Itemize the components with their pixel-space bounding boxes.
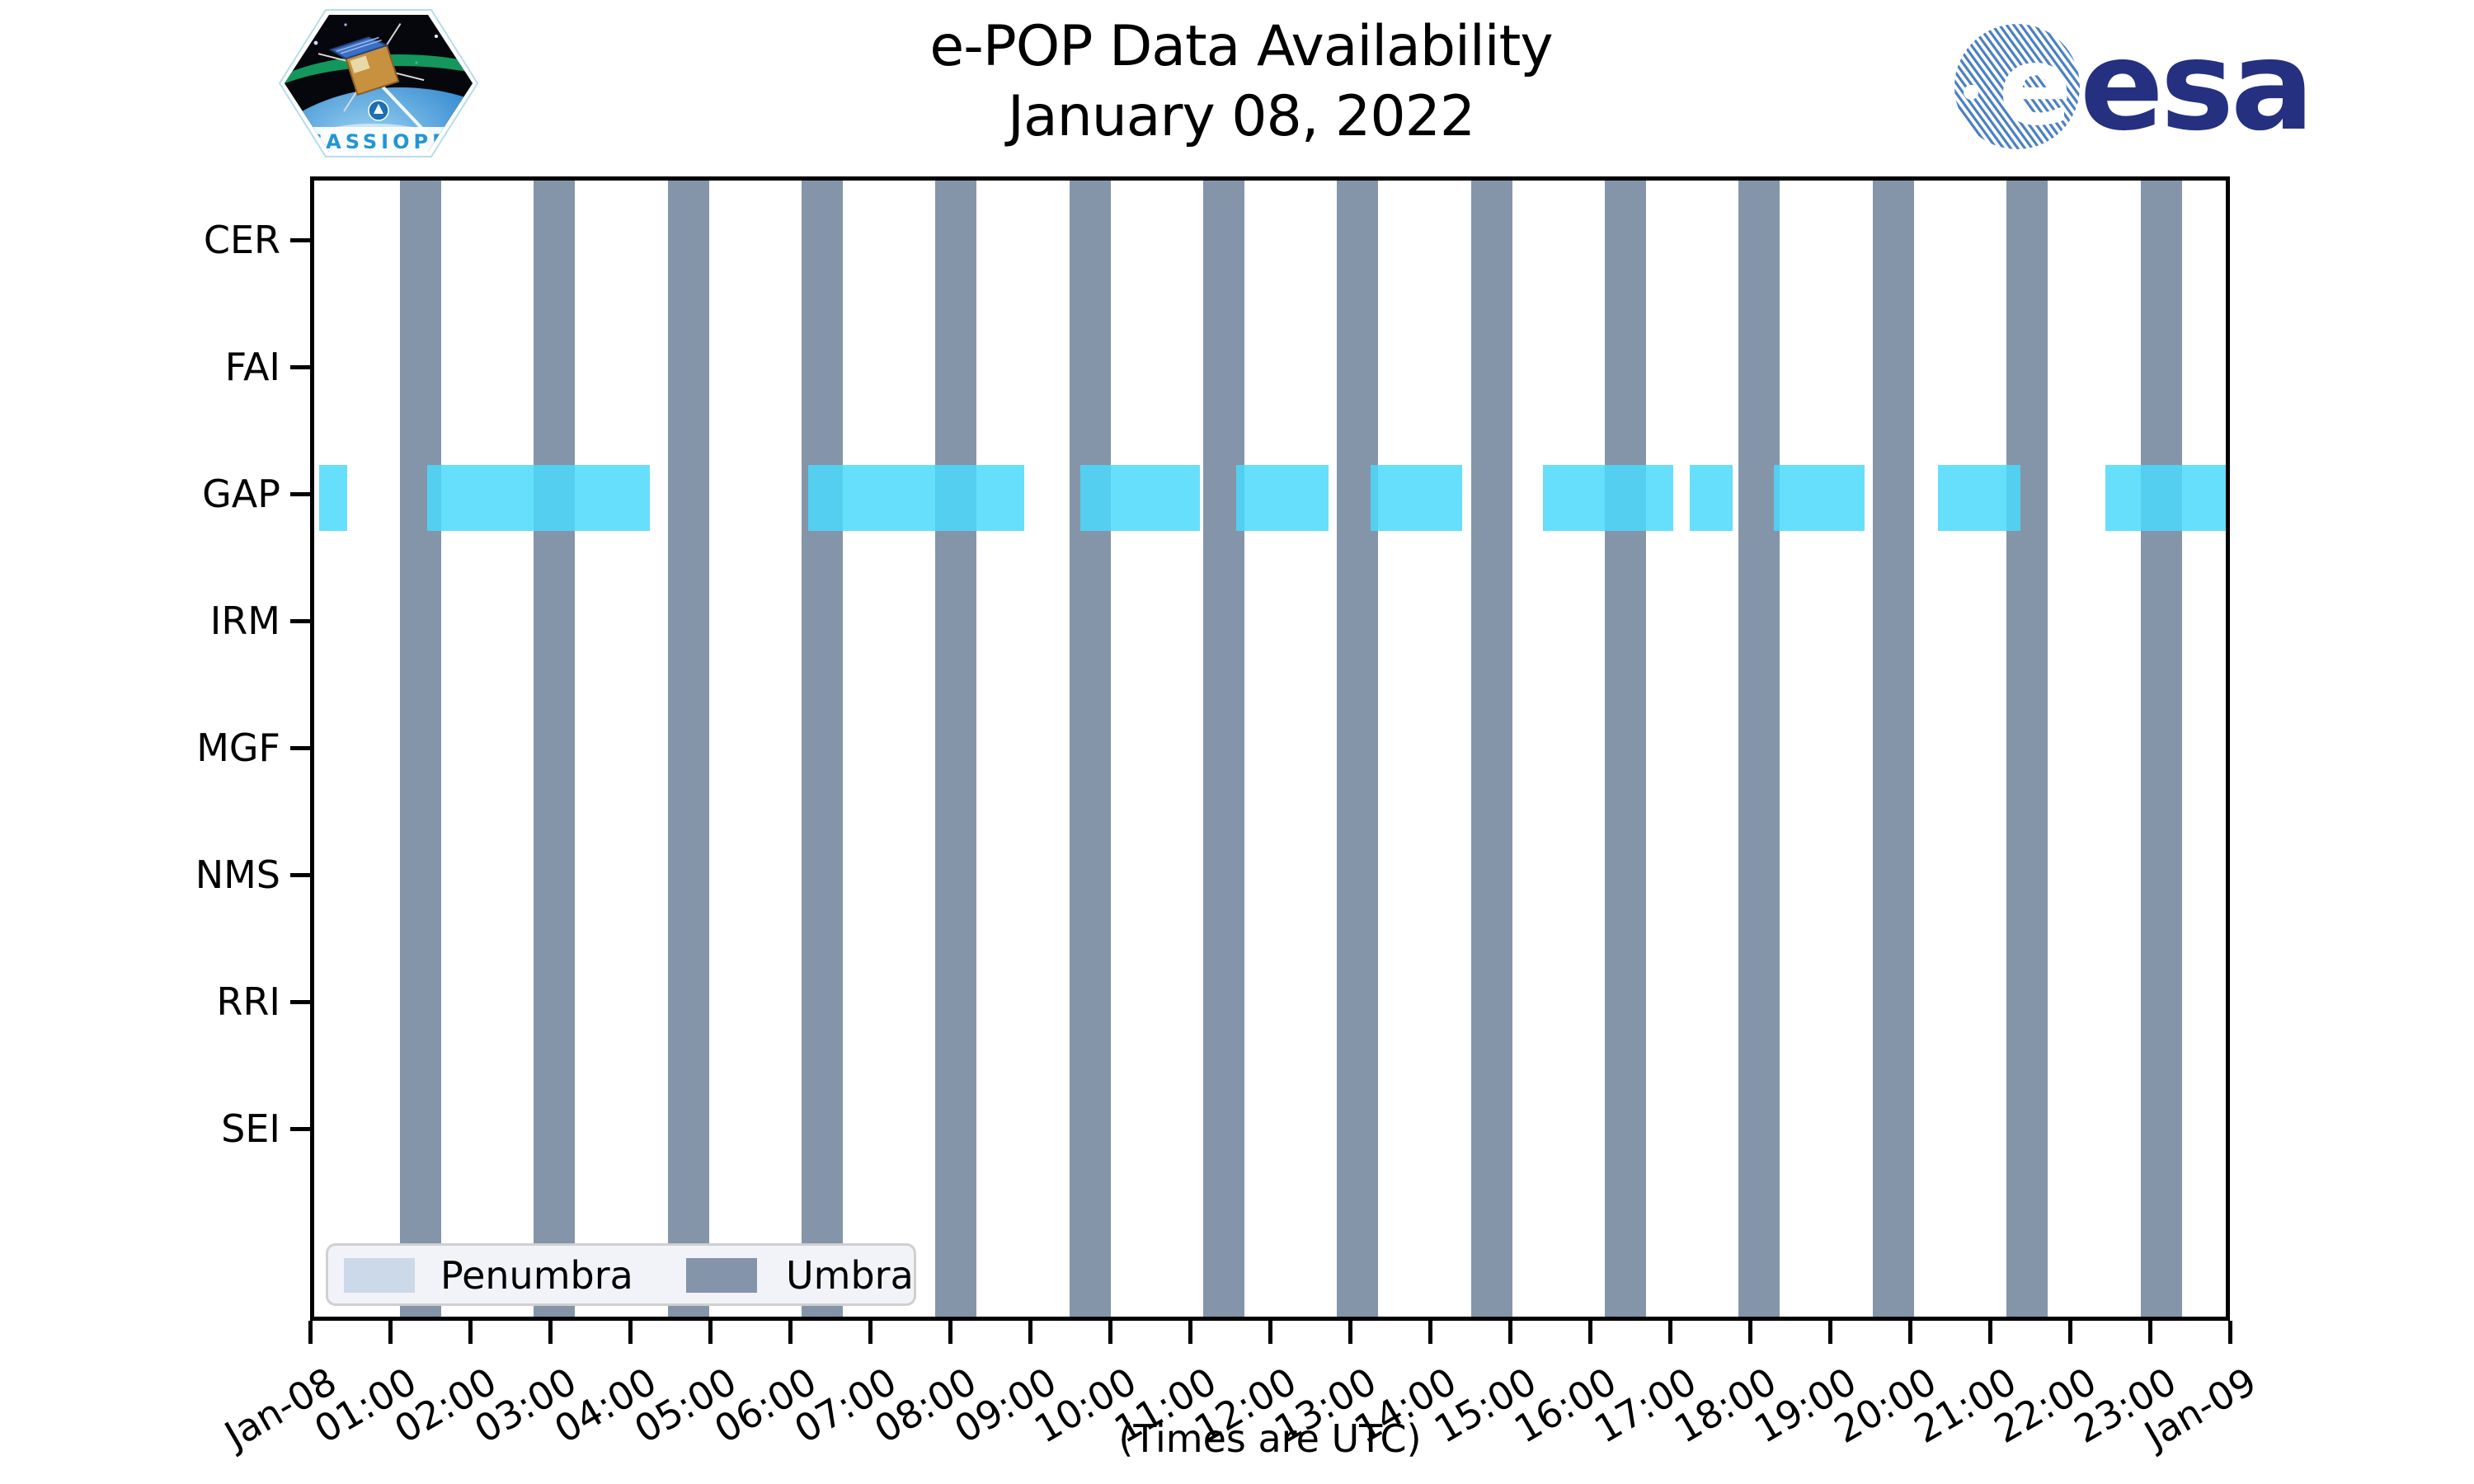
- ytick-mark: [290, 873, 310, 877]
- xtick-mark: [1108, 1321, 1112, 1344]
- x-axis-caption: (Times are UTC): [1118, 1416, 1422, 1461]
- umbra-stripe: [1202, 181, 1245, 1317]
- satellite-illustration: [317, 23, 425, 112]
- xtick-mark: [2068, 1321, 2072, 1344]
- cassiope-mission-patch: CASSIOPE: [278, 9, 479, 157]
- xtick-mark: [2148, 1321, 2152, 1344]
- gap-availability-bar: [2105, 465, 2226, 531]
- umbra-stripe: [399, 181, 442, 1317]
- legend-swatch-penumbra: [344, 1258, 415, 1293]
- xtick-mark: [1588, 1321, 1592, 1344]
- ytick-label-irm: IRM: [209, 599, 280, 643]
- xtick-mark: [1028, 1321, 1032, 1344]
- ytick-mark: [290, 1000, 310, 1004]
- esa-emblem: e: [1954, 23, 2080, 150]
- gap-availability-bar: [1542, 465, 1674, 531]
- legend-label-penumbra: Penumbra: [440, 1253, 633, 1298]
- umbra-stripe: [533, 181, 576, 1317]
- umbra-stripe: [2006, 181, 2048, 1317]
- legend-label-umbra: Umbra: [786, 1253, 914, 1298]
- xtick-mark: [308, 1321, 313, 1344]
- ytick-label-gap: GAP: [202, 472, 280, 516]
- xtick-mark: [1988, 1321, 1992, 1344]
- ytick-label-mgf: MGF: [196, 726, 280, 770]
- ytick-mark: [290, 619, 310, 623]
- gap-availability-bar: [808, 465, 1025, 531]
- esa-wordmark: esa: [2080, 15, 2311, 158]
- gap-availability-bar: [318, 465, 347, 531]
- xtick-mark: [868, 1321, 872, 1344]
- ytick-mark: [290, 1127, 310, 1131]
- umbra-stripe: [934, 181, 977, 1317]
- xtick-mark: [1348, 1321, 1352, 1344]
- ytick-mark: [290, 746, 310, 750]
- gap-availability-bar: [426, 465, 651, 531]
- xtick-mark: [1668, 1321, 1672, 1344]
- xtick-mark: [548, 1321, 553, 1344]
- gap-availability-bar: [1080, 465, 1200, 531]
- chart-subtitle: January 08, 2022: [1007, 84, 1475, 149]
- xtick-mark: [1748, 1321, 1752, 1344]
- xtick-mark: [1188, 1321, 1192, 1344]
- xtick-mark: [948, 1321, 952, 1344]
- gap-availability-bar: [1938, 465, 2020, 531]
- xtick-mark: [388, 1321, 393, 1344]
- umbra-stripe: [1872, 181, 1914, 1317]
- gap-availability-bar: [1774, 465, 1865, 531]
- gap-availability-bar: [1690, 465, 1733, 531]
- ytick-label-nms: NMS: [195, 852, 280, 897]
- xtick-mark: [468, 1321, 473, 1344]
- xtick-mark: [628, 1321, 633, 1344]
- patch-artwork: CASSIOPE: [285, 15, 473, 153]
- umbra-stripe: [1738, 181, 1780, 1317]
- umbra-stripe: [2140, 181, 2182, 1317]
- umbra-stripe: [801, 181, 844, 1317]
- legend: Penumbra Umbra: [326, 1243, 916, 1306]
- xtick-mark: [1268, 1321, 1272, 1344]
- umbra-stripe: [1604, 181, 1647, 1317]
- xtick-mark: [788, 1321, 793, 1344]
- ytick-mark: [290, 492, 310, 496]
- ytick-label-sei: SEI: [221, 1106, 280, 1151]
- ytick-label-cer: CER: [203, 218, 280, 262]
- ytick-label-fai: FAI: [224, 345, 280, 389]
- xtick-mark: [1508, 1321, 1512, 1344]
- xtick-mark: [2228, 1321, 2232, 1344]
- umbra-stripe: [1336, 181, 1379, 1317]
- ytick-mark: [290, 238, 310, 242]
- plot-area: Penumbra Umbra: [310, 176, 2230, 1321]
- umbra-stripe: [1069, 181, 1112, 1317]
- chart-title-block: e-POP Data Availability January 08, 2022: [929, 12, 1553, 152]
- xtick-mark: [1428, 1321, 1432, 1344]
- gap-availability-bar: [1236, 465, 1329, 531]
- umbra-stripe: [1470, 181, 1513, 1317]
- svg-text:e: e: [1998, 23, 2072, 150]
- esa-logo: e esa: [1954, 15, 2314, 158]
- xtick-mark: [1828, 1321, 1832, 1344]
- ytick-label-rri: RRI: [216, 979, 281, 1024]
- xtick-mark: [708, 1321, 713, 1344]
- legend-swatch-umbra: [686, 1258, 757, 1293]
- cassiope-patch-label: CASSIOPE: [308, 130, 450, 153]
- chart-title: e-POP Data Availability: [929, 14, 1553, 79]
- xtick-mark: [1908, 1321, 1912, 1344]
- umbra-stripe: [667, 181, 710, 1317]
- gap-availability-bar: [1371, 465, 1462, 531]
- ytick-mark: [290, 365, 310, 369]
